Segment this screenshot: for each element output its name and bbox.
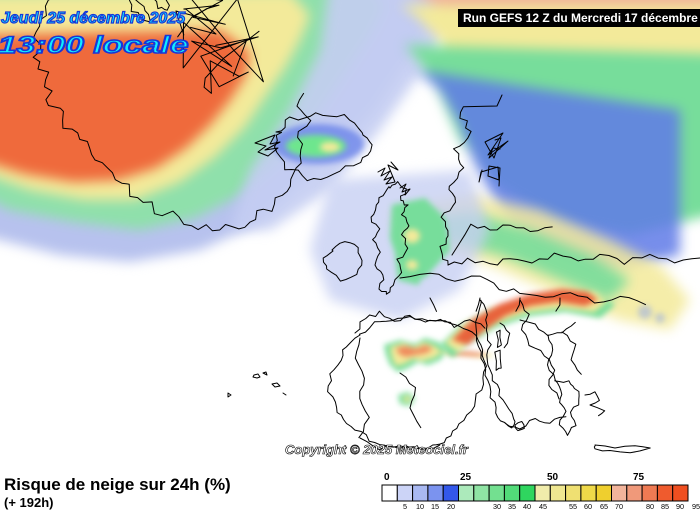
svg-text:55: 55 — [569, 502, 577, 511]
svg-text:95: 95 — [692, 502, 700, 511]
svg-text:45: 45 — [539, 502, 547, 511]
svg-text:10: 10 — [416, 502, 424, 511]
svg-text:85: 85 — [661, 502, 669, 511]
svg-text:20: 20 — [447, 502, 455, 511]
svg-text:0: 0 — [384, 472, 390, 483]
svg-text:5: 5 — [403, 502, 407, 511]
svg-text:90: 90 — [676, 502, 684, 511]
svg-text:15: 15 — [431, 502, 439, 511]
svg-text:60: 60 — [584, 502, 592, 511]
svg-text:70: 70 — [615, 502, 623, 511]
svg-text:75: 75 — [633, 472, 645, 483]
svg-text:40: 40 — [523, 502, 531, 511]
svg-text:30: 30 — [493, 502, 501, 511]
svg-text:35: 35 — [508, 502, 516, 511]
svg-text:80: 80 — [646, 502, 654, 511]
svg-text:50: 50 — [547, 472, 559, 483]
svg-text:25: 25 — [460, 472, 472, 483]
svg-text:65: 65 — [600, 502, 608, 511]
